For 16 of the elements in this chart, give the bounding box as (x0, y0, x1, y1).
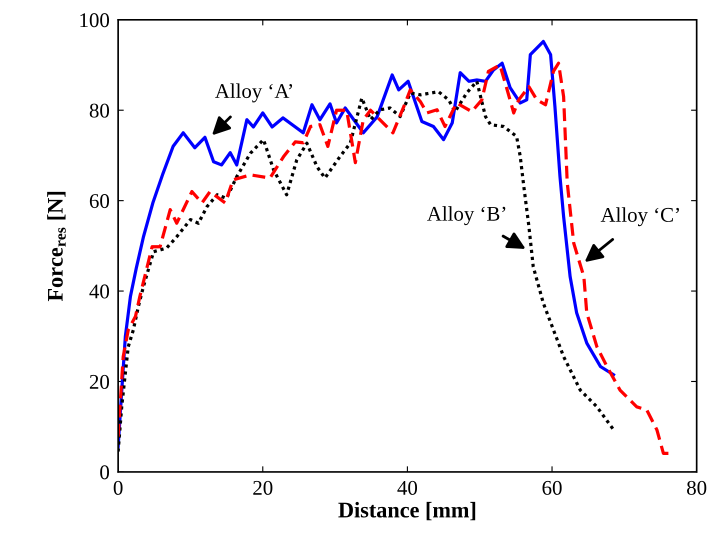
y-axis-title: Force$_{res}$ [N] (47, 192, 66, 302)
x-axis-title: Distance [mm] (338, 502, 476, 520)
x-tick-label: 40 (397, 480, 418, 495)
y-tick-label: 100 (80, 13, 110, 28)
x-tick-label: 20 (253, 480, 272, 495)
x-tick-label: 60 (542, 480, 562, 495)
x-tick-label: 0 (114, 480, 123, 495)
annotation: Alloy ‘A’ (215, 83, 292, 102)
y-tick-label: 0 (100, 465, 110, 480)
annotation: Alloy ‘B’ (427, 206, 506, 226)
y-tick-label: 40 (89, 284, 110, 298)
annotation: Alloy ‘C’ (600, 207, 679, 226)
y-tick-label: 60 (90, 194, 110, 208)
x-tick-label: 80 (687, 480, 706, 495)
y-tick-label: 80 (90, 104, 110, 118)
y-tick-label: 20 (90, 374, 110, 389)
